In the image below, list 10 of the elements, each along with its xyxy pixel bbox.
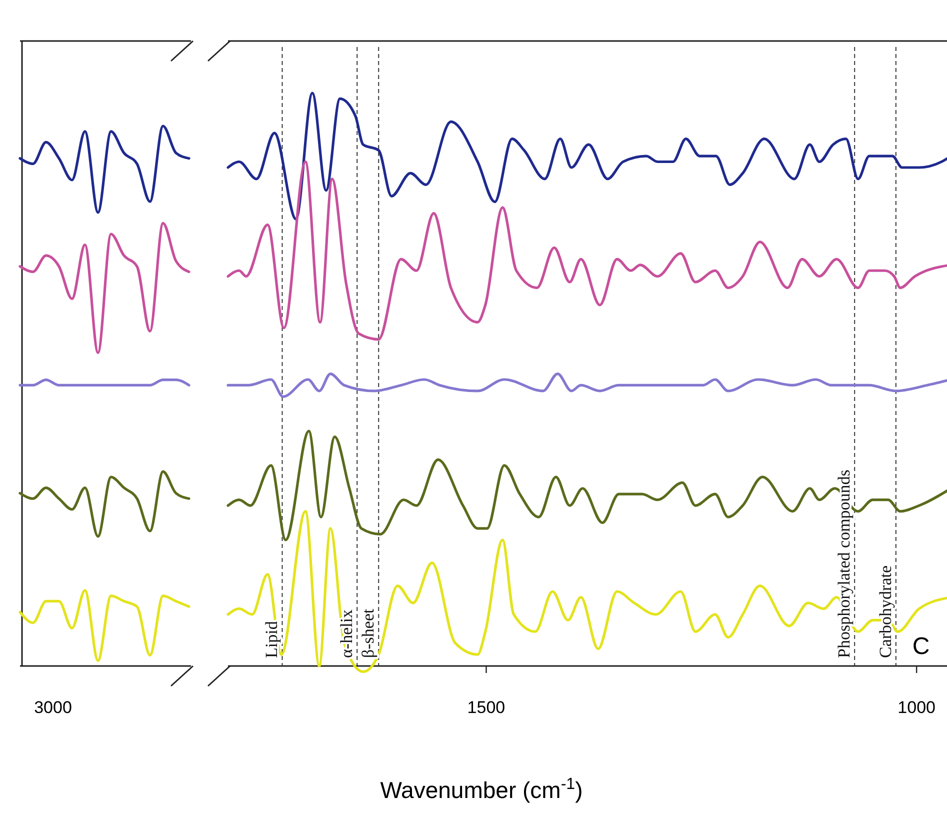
x-axis-title: Wavenumber (cm$^{-1}$) [380,775,583,803]
ref-line-label: α-helix [337,608,356,658]
x-tick-label: 1500 [467,698,506,717]
text: 3000 [34,698,72,717]
ref-line-label: Lipid [262,620,282,658]
x-tick-label: 1000 [898,698,936,717]
ref-line-label: β-sheet [358,608,378,658]
ref-line-label: Phosphorylated compounds [834,470,854,658]
ref-line-label: Carbohydrate [876,565,895,658]
annotation: C [912,633,930,660]
